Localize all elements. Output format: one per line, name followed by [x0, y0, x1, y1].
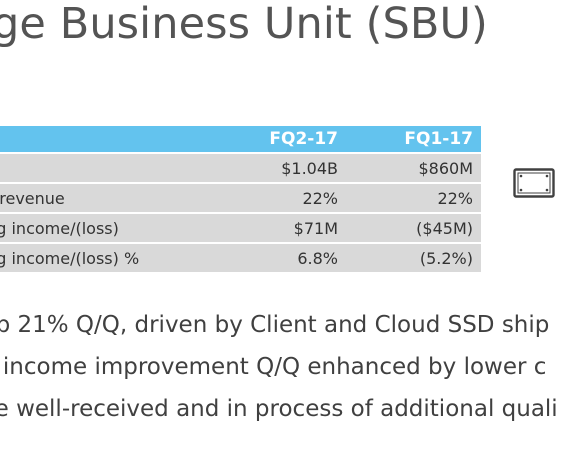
table-row-operating-income: perating income/(loss) $71M ($45M)	[0, 213, 481, 244]
cell-fq1-value: 22%	[346, 183, 481, 214]
row-label: perating income/(loss) %	[0, 243, 237, 274]
bullet-item: ve well-received and in process of addit…	[0, 396, 558, 422]
bullet-item: up 21% Q/Q, driven by Client and Cloud S…	[0, 312, 550, 338]
table-row-operating-income-percent: perating income/(loss) % 6.8% (5.2%)	[0, 243, 481, 274]
cell-fq2-value: $1.04B	[237, 153, 346, 184]
bullet-list: up 21% Q/Q, driven by Client and Cloud S…	[0, 304, 585, 430]
bullet-item: g income improvement Q/Q enhanced by low…	[0, 354, 547, 380]
metrics-table: FQ2-17 FQ1-17 $1.04B $860M mpany revenue…	[0, 126, 481, 274]
cell-fq1-value: ($45M)	[346, 213, 481, 244]
table-row-company-revenue-share: mpany revenue 22% 22%	[0, 183, 481, 214]
cell-fq1-value: $860M	[346, 153, 481, 184]
table-header-fq1-17: FQ1-17	[346, 126, 481, 154]
row-label	[0, 153, 237, 184]
cell-fq2-value: 22%	[237, 183, 346, 214]
row-label: mpany revenue	[0, 183, 237, 214]
table-header-fq2-17: FQ2-17	[237, 126, 346, 154]
slide-title: ge Business Unit (SBU)	[0, 0, 488, 49]
table-row-revenue: $1.04B $860M	[0, 153, 481, 184]
row-label-text: mpany revenue	[0, 188, 65, 208]
row-label-text: perating income/(loss) %	[0, 248, 140, 268]
cell-fq2-value: $71M	[237, 213, 346, 244]
table-header-label	[0, 126, 237, 154]
cell-fq2-value: 6.8%	[237, 243, 346, 274]
cell-fq1-value: (5.2%)	[346, 243, 481, 274]
row-label: perating income/(loss)	[0, 213, 237, 244]
row-label-text: perating income/(loss)	[0, 218, 119, 238]
table-header-row: FQ2-17 FQ1-17	[0, 126, 481, 154]
ssd-drive-icon	[513, 168, 555, 198]
